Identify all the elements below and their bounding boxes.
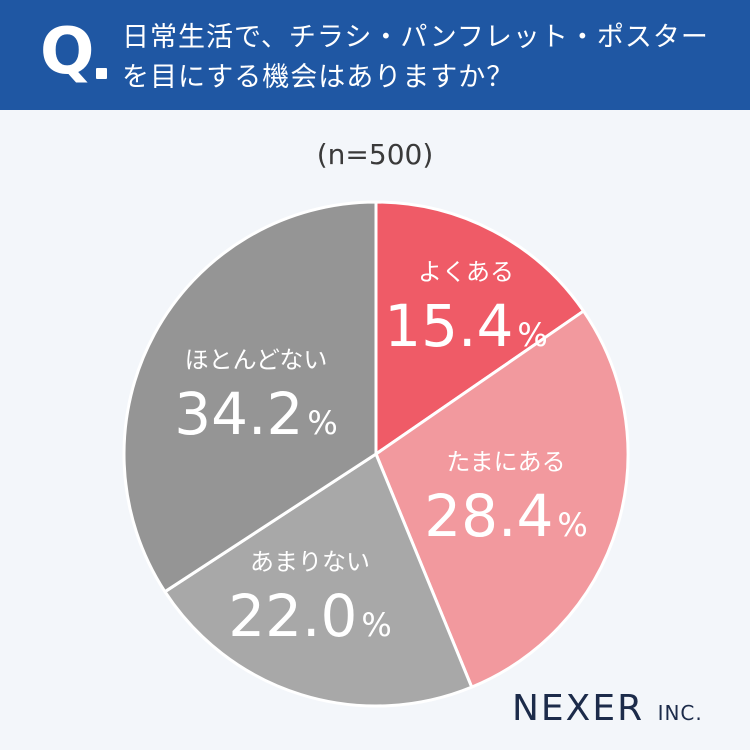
- slice-value-never: 34.2%: [174, 380, 338, 448]
- sample-size-label: (n=500): [316, 138, 434, 171]
- question-text: 日常生活で、チラシ・パンフレット・ポスターを目にする機会はありますか？: [122, 22, 709, 93]
- slice-label-never: ほとんどない: [185, 346, 328, 374]
- slice-label-often: よくある: [418, 258, 514, 286]
- logo-suffix: INC.: [657, 701, 703, 725]
- slice-value-rarely: 22.0%: [228, 582, 392, 650]
- slice-label-rarely: あまりない: [250, 548, 370, 576]
- logo-main: NEXER: [512, 688, 645, 729]
- q-mark: Q: [40, 15, 95, 89]
- slice-value-sometimes: 28.4%: [424, 482, 588, 550]
- pie-slice-often: [374, 200, 586, 456]
- pie-slice-rarely: [163, 452, 474, 708]
- slice-label-sometimes: たまにある: [446, 448, 565, 476]
- question-header: Q 日常生活で、チラシ・パンフレット・ポスターを目にする機会はありますか？: [0, 0, 750, 110]
- nexer-logo: NEXER INC.: [512, 688, 703, 729]
- slice-value-often: 15.4%: [384, 292, 548, 360]
- pie-slice-never: [122, 200, 378, 594]
- pie-slice-sometimes: [374, 309, 630, 689]
- q-dot-decoration: [96, 68, 107, 79]
